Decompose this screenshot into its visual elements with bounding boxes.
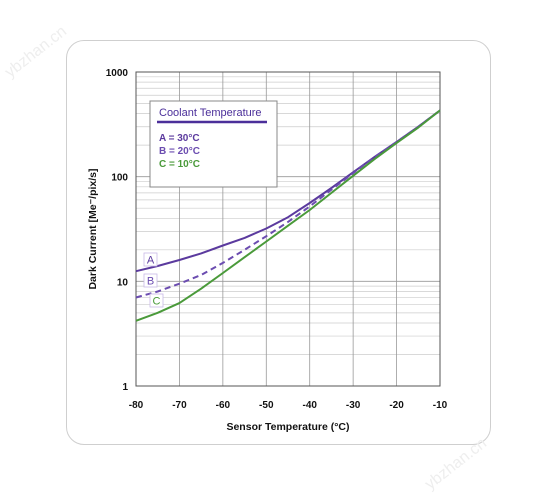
legend-title: Coolant Temperature (159, 107, 262, 119)
legend-box (149, 100, 278, 188)
x-tick-label: -40 (302, 400, 317, 411)
x-tick-label: -20 (389, 400, 404, 411)
plot-border (135, 71, 441, 387)
x-tick-label: -50 (259, 400, 274, 411)
y-tick-label: 10 (117, 277, 129, 288)
curve-label-box-b (143, 273, 158, 288)
x-tick-label: -30 (346, 400, 361, 411)
curve-label-b: B (147, 276, 154, 288)
y-tick-label: 1000 (106, 68, 129, 79)
curve-label-a: A (147, 255, 155, 267)
series-line-b (135, 109, 441, 299)
y-tick-label: 100 (111, 173, 128, 184)
x-tick-label: -80 (129, 400, 144, 411)
watermark-bottom: ybzhan.cn (422, 435, 490, 493)
watermark-top: ybzhan.cn (2, 23, 70, 81)
x-tick-label: -10 (433, 400, 448, 411)
x-tick-label: -70 (172, 400, 187, 411)
x-tick-label: -60 (216, 400, 231, 411)
curve-label-box-c (149, 293, 164, 308)
legend-entry-b: B = 20°C (159, 146, 200, 157)
curve-label-c: C (153, 296, 161, 308)
legend-entry-c: C = 10°C (159, 159, 200, 170)
curve-label-box-a (143, 252, 158, 267)
series-line-a (135, 109, 441, 273)
series-line-c (135, 109, 441, 322)
x-axis-title: Sensor Temperature (°C) (226, 421, 349, 433)
y-axis-title: Dark Current [Me⁻/pix/s] (87, 168, 99, 289)
y-tick-label: 1 (122, 382, 128, 393)
legend-entry-a: A = 30°C (159, 133, 200, 144)
